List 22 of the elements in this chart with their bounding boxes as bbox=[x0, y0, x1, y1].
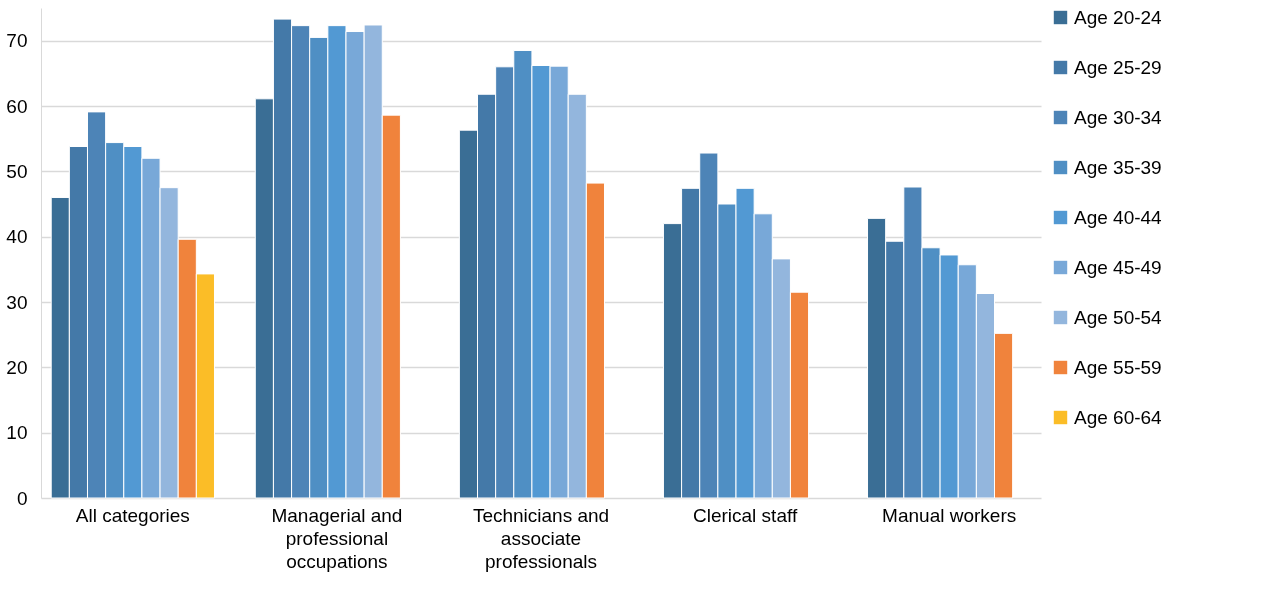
legend-label: Age 40-44 bbox=[1074, 206, 1163, 228]
x-tick-label: Technicians and associate professionals bbox=[472, 504, 610, 572]
y-tick-label: 70 bbox=[6, 30, 28, 52]
x-tick-label: Clerical staff bbox=[692, 504, 798, 526]
x-tick-label: Managerial and professional occupations bbox=[271, 504, 403, 572]
y-tick-label: 30 bbox=[6, 291, 28, 313]
legend-label: Age 25-29 bbox=[1074, 56, 1162, 78]
legend-label: Age 45-49 bbox=[1074, 256, 1162, 278]
legend-label: Age 20-24 bbox=[1074, 6, 1163, 28]
y-tick-label: 50 bbox=[6, 160, 28, 182]
legend-label: Age 30-34 bbox=[1074, 106, 1163, 128]
legend-label: Age 60-64 bbox=[1074, 406, 1163, 428]
legend-label: Age 55-59 bbox=[1074, 356, 1162, 378]
x-tick-label: Manual workers bbox=[882, 504, 1017, 526]
y-tick-label: 40 bbox=[6, 226, 28, 248]
y-tick-label: 10 bbox=[6, 422, 28, 444]
legend-label: Age 50-54 bbox=[1074, 306, 1163, 328]
legend-label: Age 35-39 bbox=[1074, 156, 1162, 178]
x-tick-label: All categories bbox=[75, 504, 190, 526]
y-tick-label: 0 bbox=[16, 487, 28, 509]
y-tick-label: 20 bbox=[6, 356, 28, 378]
y-tick-label: 60 bbox=[6, 95, 28, 117]
